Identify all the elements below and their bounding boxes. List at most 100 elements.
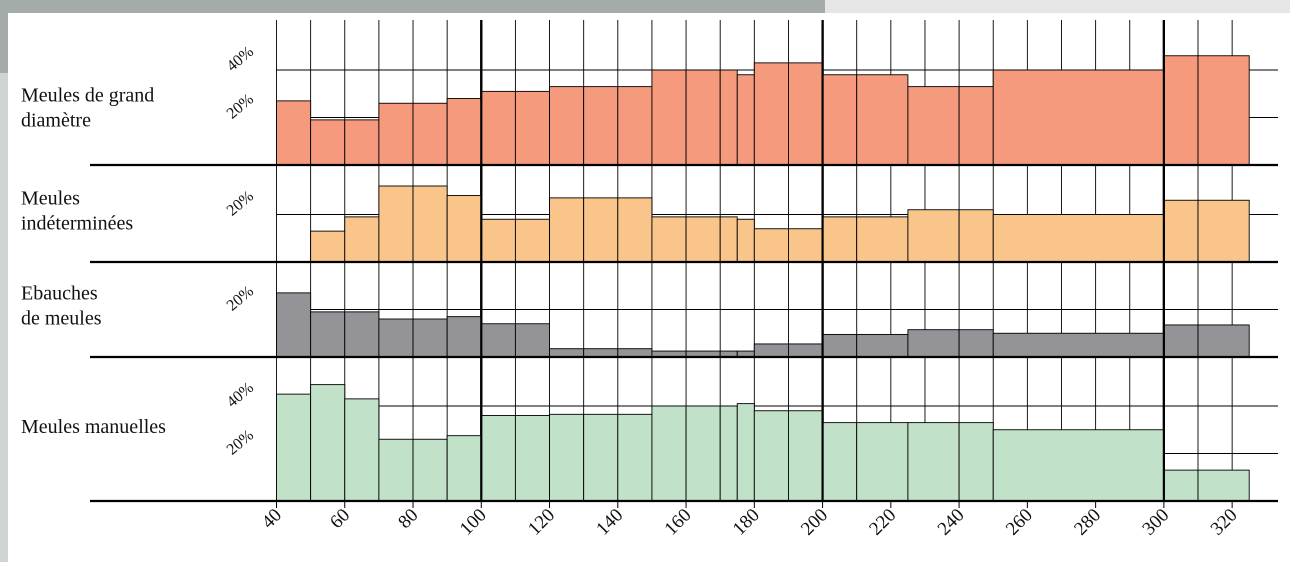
histogram-bar — [1197, 324, 1250, 358]
histogram-bar — [310, 119, 346, 166]
percent-tick-label: 20% — [224, 427, 257, 459]
histogram-bar — [617, 413, 653, 502]
histogram-bar — [514, 90, 550, 166]
histogram-bar — [310, 311, 346, 358]
histogram-bar — [412, 185, 448, 263]
x-tick-label: 80 — [394, 505, 422, 533]
histogram-bar — [276, 100, 312, 166]
histogram-bar — [856, 333, 909, 358]
histogram-bar — [719, 216, 738, 263]
baselines — [90, 20, 1278, 503]
histogram-bar — [310, 384, 346, 502]
histogram-bar — [549, 413, 585, 502]
histogram-bar — [907, 329, 960, 358]
x-axis-ticks: 40 60 80 100 120 140 160 180 200 220 240 260 280 300 3… — [258, 501, 1242, 540]
histogram-bar — [822, 216, 858, 263]
panel-label: Meules — [21, 188, 80, 210]
histogram-bar — [276, 292, 312, 358]
x-tick-label: 40 — [258, 505, 286, 533]
histogram-bar — [822, 422, 858, 502]
histogram-bar — [651, 405, 687, 502]
x-tick-label: 60 — [326, 505, 354, 533]
panel-label: de meules — [21, 308, 102, 330]
histogram-bar — [549, 197, 585, 263]
x-tick-label: 120 — [524, 505, 559, 540]
histogram-bar — [344, 119, 380, 166]
histogram-bar — [736, 403, 755, 502]
histogram-bar — [992, 214, 1165, 263]
histogram-bar — [958, 422, 994, 502]
histogram-bar — [480, 218, 516, 263]
x-tick-label: 240 — [934, 505, 969, 540]
histogram-bar — [446, 195, 482, 263]
x-tick-label: 260 — [1002, 505, 1037, 540]
histogram-bar — [1197, 469, 1250, 502]
x-tick-label: 320 — [1207, 505, 1242, 540]
histogram-bar — [907, 209, 960, 263]
percent-tick-label: 20% — [224, 91, 257, 123]
histogram-bar — [480, 90, 516, 166]
histogram-bar — [719, 405, 738, 502]
histogram-bar — [549, 348, 585, 358]
histogram-bar — [412, 102, 448, 166]
histogram-bar — [992, 332, 1165, 358]
histogram-bar — [617, 348, 653, 358]
histogram-bar — [514, 323, 550, 358]
histogram-bar — [446, 98, 482, 166]
histogram-bar — [992, 429, 1165, 502]
histogram-bar — [344, 311, 380, 358]
histogram-bar — [1163, 324, 1199, 358]
histogram-bar — [958, 86, 994, 166]
histogram-bar — [549, 86, 585, 166]
histogram-bar — [310, 230, 346, 263]
histogram-bar — [480, 323, 516, 358]
histogram-bar — [1163, 55, 1199, 166]
percent-tick-label: 20% — [224, 188, 257, 220]
histogram-bar — [1197, 55, 1250, 166]
histogram-bar — [344, 216, 380, 263]
histogram-bar — [583, 413, 619, 502]
panel-label: indéterminées — [21, 213, 133, 235]
x-tick-label: 140 — [592, 505, 627, 540]
histogram-bar — [378, 185, 414, 263]
histogram-bar — [753, 410, 789, 502]
histogram-bar — [276, 393, 312, 502]
histogram-bar — [446, 435, 482, 502]
histogram-bar — [651, 216, 687, 263]
histogram-bar — [685, 405, 721, 502]
histogram-bar — [514, 218, 550, 263]
histogram-bar — [822, 333, 858, 358]
histogram-bar — [1197, 199, 1250, 263]
x-tick-label: 100 — [456, 505, 491, 540]
histogram-bar — [719, 69, 738, 166]
histogram-bar — [1163, 469, 1199, 502]
histogram-bar — [514, 415, 550, 502]
histogram-bar — [736, 218, 755, 263]
histogram-bar — [1163, 199, 1199, 263]
histogram-bar — [753, 62, 789, 166]
histogram-bar — [480, 415, 516, 502]
top-banner-bar-light — [825, 0, 1290, 13]
histogram-bar — [822, 74, 858, 166]
histogram-bar — [378, 102, 414, 166]
x-tick-label: 220 — [865, 505, 900, 540]
x-tick-label: 200 — [797, 505, 832, 540]
histogram-bar — [378, 318, 414, 358]
histogram-bar — [583, 86, 619, 166]
histogram-bar — [788, 343, 824, 358]
histogram-bar — [992, 69, 1165, 166]
panel-labels: 20% 40% Meules de grand diamètre 20% Meules in… — [21, 43, 257, 458]
left-edge-bar-dark — [0, 13, 8, 73]
histogram-bar — [907, 86, 960, 166]
percent-tick-label: 40% — [224, 43, 257, 75]
panel-label: Ebauches — [21, 283, 98, 305]
panel-label: diamètre — [21, 110, 91, 132]
histogram-bar — [788, 228, 824, 263]
histogram-bar — [344, 398, 380, 502]
histogram-bar — [856, 216, 909, 263]
x-tick-label: 160 — [661, 505, 696, 540]
histogram-bar — [856, 422, 909, 502]
bars-layer — [276, 55, 1250, 502]
histogram-bar — [856, 74, 909, 166]
